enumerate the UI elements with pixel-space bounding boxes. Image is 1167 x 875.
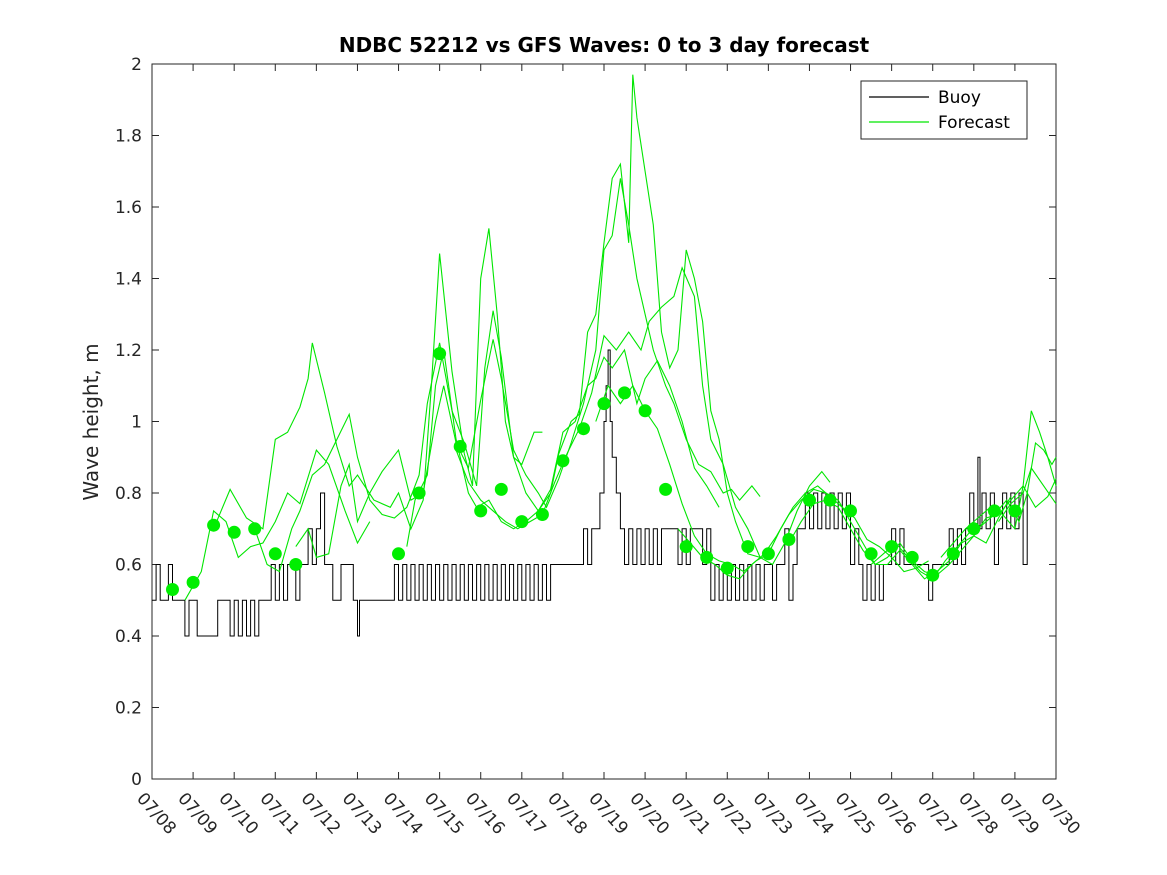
legend-label: Buoy (938, 88, 981, 108)
forecast-marker (1008, 504, 1022, 518)
forecast-marker (618, 386, 631, 400)
forecast-marker (720, 561, 734, 575)
x-tick-label: 07/16 (461, 789, 509, 839)
x-tick-label: 07/29 (995, 789, 1043, 839)
forecast-marker (905, 550, 919, 564)
forecast-marker (535, 508, 549, 521)
series-layer (152, 74, 1057, 637)
x-tick-label: 07/22 (708, 789, 756, 839)
forecast-marker (474, 504, 488, 518)
y-axis: 0 0.2 0.4 0.6 0.8 1 1.2 1.4 1.6 1.8 2 (115, 55, 1056, 790)
x-tick-label: 07/26 (872, 789, 920, 839)
forecast-marker (515, 515, 529, 529)
forecast-run-line (595, 384, 929, 573)
forecast-marker (207, 518, 221, 532)
y-tick-label: 1.4 (115, 270, 142, 290)
legend-label: Forecast (938, 113, 1010, 133)
x-tick-label: 07/12 (297, 789, 345, 839)
forecast-marker (967, 522, 981, 536)
forecast-marker (823, 493, 837, 507)
forecast-marker (844, 504, 857, 518)
forecast-marker (268, 547, 282, 561)
forecast-run-line (940, 410, 1057, 558)
y-tick-label: 1 (131, 413, 142, 433)
forecast-marker (885, 540, 899, 554)
forecast-marker (597, 397, 611, 411)
forecast-marker (803, 493, 816, 507)
forecast-marker (412, 486, 426, 500)
x-tick-label: 07/09 (173, 789, 221, 839)
forecast-marker (700, 550, 714, 564)
forecast-marker (248, 522, 262, 536)
buoy-series-line (152, 349, 1028, 637)
x-tick-label: 07/21 (666, 789, 714, 839)
forecast-marker (679, 540, 693, 554)
forecast-run-line (213, 228, 543, 531)
y-tick-label: 2 (131, 55, 142, 75)
x-tick-label: 07/08 (132, 789, 180, 839)
x-tick-label: 07/27 (913, 789, 961, 839)
forecast-marker (987, 504, 1001, 518)
y-tick-label: 1.6 (115, 198, 142, 218)
forecast-marker (433, 347, 447, 361)
y-tick-label: 0.2 (115, 699, 142, 719)
x-tick-label: 07/28 (954, 789, 1002, 839)
y-axis-label: Wave height, m (79, 343, 103, 500)
forecast-marker (926, 568, 940, 582)
x-tick-label: 07/24 (790, 789, 838, 839)
forecast-run-line (254, 310, 720, 573)
x-tick-label: 07/20 (625, 789, 673, 839)
forecast-marker (494, 482, 508, 496)
x-tick-label: 07/11 (256, 789, 304, 839)
x-tick-label: 07/25 (831, 789, 879, 839)
forecast-marker (659, 482, 673, 496)
chart-title: NDBC 52212 vs GFS Waves: 0 to 3 day fore… (339, 33, 870, 57)
forecast-marker (453, 440, 467, 453)
y-tick-label: 0.8 (115, 484, 142, 504)
forecast-marker (761, 547, 775, 561)
forecast-marker (166, 583, 179, 596)
forecast-run-line (406, 74, 761, 558)
x-tick-label: 07/10 (214, 789, 262, 839)
y-tick-label: 0 (131, 770, 142, 790)
forecast-marker (741, 540, 755, 554)
legend-box (860, 80, 1028, 140)
legend: Buoy Forecast (860, 80, 1028, 140)
forecast-marker (577, 422, 590, 436)
forecast-marker (556, 454, 570, 468)
forecast-marker (227, 525, 241, 539)
forecast-marker (289, 558, 303, 571)
x-tick-label: 07/19 (584, 789, 632, 839)
forecast-run-line (998, 466, 1057, 522)
x-tick-label: 07/15 (420, 789, 468, 839)
forecast-run-line (295, 178, 761, 559)
x-tick-label: 07/17 (502, 789, 550, 839)
y-tick-label: 0.6 (115, 556, 142, 576)
x-tick-label: 07/14 (379, 789, 427, 839)
y-tick-label: 0.4 (115, 627, 142, 647)
y-tick-label: 1.2 (115, 341, 142, 361)
x-tick-label: 07/13 (338, 789, 386, 839)
forecast-marker (392, 547, 405, 561)
forecast-marker (864, 547, 878, 561)
forecast-marker (946, 547, 960, 561)
y-tick-label: 1.8 (115, 127, 142, 147)
forecast-marker (638, 404, 652, 418)
x-tick-label: 07/30 (1036, 789, 1084, 839)
x-tick-label: 07/18 (543, 789, 591, 839)
x-tick-label: 07/23 (749, 789, 797, 839)
forecast-marker (782, 533, 796, 546)
forecast-marker (186, 575, 200, 589)
